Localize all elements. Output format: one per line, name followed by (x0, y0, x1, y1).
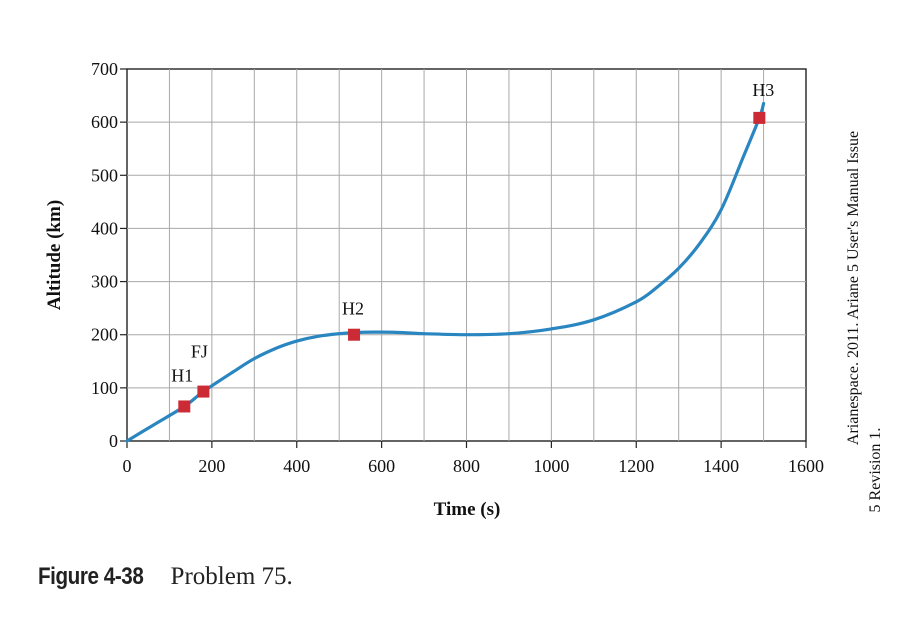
figure-number: Figure 4-38 (38, 563, 144, 590)
x-tick-label: 1600 (788, 456, 824, 476)
y-tick-label: 700 (91, 59, 118, 79)
y-tick-label: 200 (91, 325, 118, 345)
marker-h2 (348, 328, 361, 341)
y-tick-label: 300 (91, 272, 118, 292)
y-tick-label: 100 (91, 378, 118, 398)
marker-h1 (178, 400, 191, 413)
altitude-curve (125, 101, 766, 443)
x-tick-label: 200 (198, 456, 225, 476)
axis-ticks: 0 200 400 600 800 1000 1200 1400 1600 0 100 200 300 4… (91, 59, 824, 476)
point-label-h2: H2 (342, 299, 364, 319)
point-label-h1: H1 (171, 365, 193, 385)
marker-layer: H1 FJ H2 H3 (171, 80, 774, 413)
y-tick-label: 400 (91, 218, 118, 238)
figure-caption: Figure 4-38 Problem 75. (38, 563, 293, 591)
x-tick-label: 0 (123, 456, 132, 476)
x-tick-label: 1400 (703, 456, 739, 476)
y-tick-label: 600 (91, 112, 118, 132)
x-tick-label: 800 (453, 456, 480, 476)
curve-layer (125, 101, 766, 443)
marker-fj (197, 385, 210, 398)
y-tick-label: 0 (109, 431, 118, 451)
caption-text: Problem 75. (170, 563, 293, 590)
y-tick-label: 500 (91, 165, 118, 185)
x-tick-label: 1000 (533, 456, 569, 476)
x-tick-label: 400 (283, 456, 310, 476)
y-axis-label: Altitude (km) (44, 200, 65, 310)
marker-h3 (753, 111, 766, 124)
source-credit-line1: Arianespace. 2011. Ariane 5 User's Manua… (845, 131, 862, 445)
grid (127, 69, 806, 441)
source-credit-line2: 5 Revision 1. (867, 428, 884, 513)
point-label-h3: H3 (752, 80, 774, 100)
x-tick-label: 1200 (618, 456, 654, 476)
x-axis-label: Time (s) (434, 499, 501, 520)
point-label-fj: FJ (191, 342, 208, 362)
x-tick-label: 600 (368, 456, 395, 476)
